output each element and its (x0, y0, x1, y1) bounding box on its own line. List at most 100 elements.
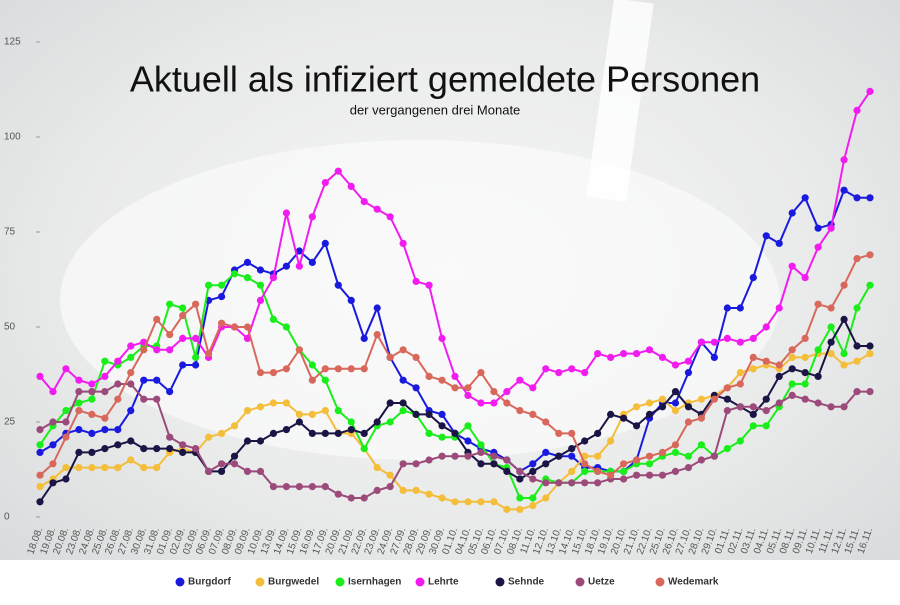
data-point (373, 486, 381, 494)
data-point (386, 213, 394, 221)
data-point (619, 460, 628, 468)
data-point (607, 410, 615, 418)
data-point (632, 422, 641, 430)
data-point (179, 312, 187, 320)
data-point (127, 342, 135, 350)
data-point (127, 407, 135, 415)
data-point (684, 464, 693, 472)
data-point (632, 350, 641, 358)
data-point (542, 448, 550, 456)
data-point (840, 156, 848, 164)
data-point (503, 467, 511, 475)
data-point (347, 418, 355, 426)
data-point (36, 448, 44, 456)
data-point (256, 266, 265, 274)
data-point (788, 380, 796, 388)
data-point (801, 194, 809, 202)
data-point (788, 209, 796, 217)
data-point (230, 460, 239, 468)
data-point (710, 452, 718, 460)
data-point (373, 464, 381, 472)
data-point (516, 505, 524, 513)
data-point (62, 418, 70, 426)
data-point (632, 471, 641, 479)
data-point (762, 407, 770, 415)
data-point (386, 353, 394, 361)
data-point (256, 281, 265, 289)
data-point (425, 429, 433, 437)
legend-label: Wedemark (668, 577, 719, 588)
data-point (762, 357, 770, 365)
data-point (840, 315, 848, 323)
data-point (814, 224, 822, 232)
data-point (749, 274, 757, 282)
pipette (586, 0, 654, 202)
data-point (295, 483, 303, 491)
data-point (243, 467, 252, 475)
data-point (179, 448, 187, 456)
data-point (671, 441, 680, 449)
data-point (464, 422, 472, 430)
data-point (438, 422, 446, 430)
data-point (321, 407, 329, 415)
data-point (853, 342, 861, 350)
data-point (801, 369, 809, 377)
data-point (671, 399, 680, 407)
data-point (736, 403, 744, 411)
data-point (308, 376, 316, 384)
data-point (516, 475, 524, 483)
data-point (710, 395, 718, 403)
data-point (503, 456, 511, 464)
data-point (399, 407, 407, 415)
data-point (88, 388, 96, 396)
data-point (49, 388, 57, 396)
data-point (555, 479, 563, 487)
legend-label: Uetze (588, 577, 615, 588)
data-point (204, 467, 213, 475)
data-point (334, 167, 342, 175)
data-point (801, 334, 809, 342)
data-point (425, 410, 433, 418)
data-point (425, 490, 433, 498)
data-point (62, 464, 70, 472)
data-point (788, 365, 796, 373)
data-point (192, 445, 200, 453)
data-point (438, 452, 446, 460)
data-point (127, 380, 135, 388)
data-point (101, 388, 109, 396)
data-point (36, 426, 44, 434)
data-point (438, 334, 446, 342)
legend-area (0, 560, 900, 600)
data-point (658, 448, 667, 456)
data-point (581, 437, 589, 445)
data-point (866, 350, 874, 358)
data-point (88, 395, 96, 403)
data-point (464, 437, 472, 445)
chart-title: Aktuell als infiziert gemeldete Personen (130, 59, 760, 100)
data-point (529, 410, 537, 418)
data-point (645, 399, 654, 407)
data-point (801, 353, 809, 361)
data-point (179, 304, 187, 312)
data-point (88, 410, 96, 418)
data-point (295, 247, 303, 255)
glove-shape (60, 140, 780, 460)
data-point (256, 296, 265, 304)
data-point (101, 357, 109, 365)
data-point (101, 414, 109, 422)
data-point (568, 452, 576, 460)
data-point (723, 407, 731, 415)
data-point (360, 365, 368, 373)
data-point (88, 380, 96, 388)
data-point (204, 433, 213, 441)
data-point (581, 369, 589, 377)
data-point (775, 304, 783, 312)
data-point (166, 346, 174, 354)
data-point (334, 281, 342, 289)
data-point (269, 429, 278, 437)
data-point (36, 483, 44, 491)
data-point (814, 399, 822, 407)
data-point (140, 376, 148, 384)
data-point (723, 395, 731, 403)
y-tick-label: 25 (4, 417, 16, 428)
